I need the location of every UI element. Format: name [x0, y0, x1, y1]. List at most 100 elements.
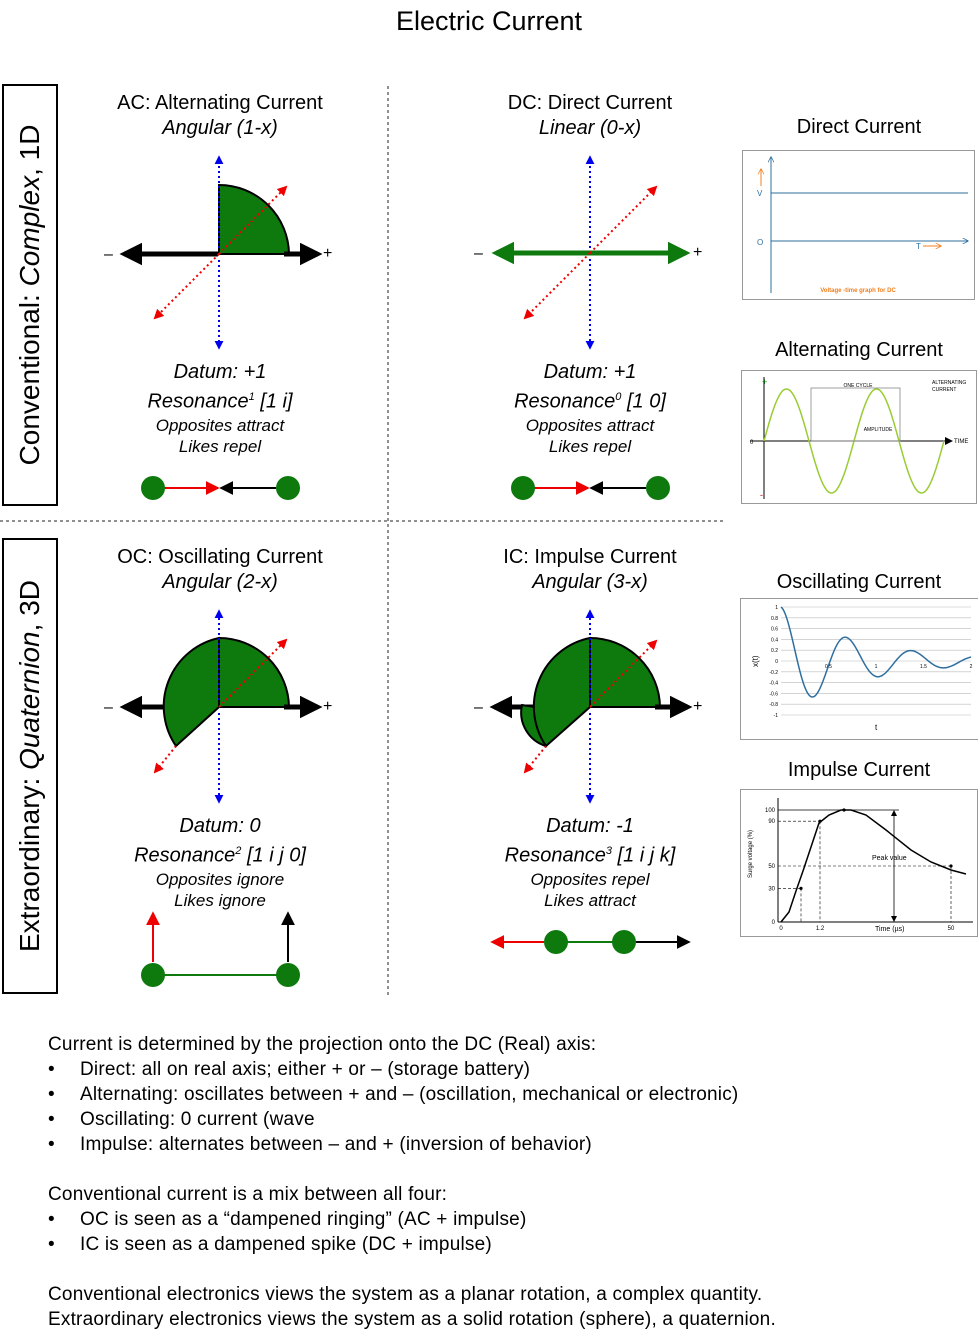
depth-axis	[589, 185, 658, 254]
opposites-text: Opposites ignore	[155, 869, 285, 889]
datum-text: Datum: +1	[173, 361, 267, 383]
imp-xlabel: Time (µs)	[875, 926, 904, 933]
datum-text: Datum: +1	[543, 361, 637, 383]
depth-axis	[153, 253, 220, 320]
minus-label: –	[104, 246, 113, 263]
osc-ytick: 0.8	[771, 616, 778, 622]
opposites-text: Opposites attract	[525, 415, 655, 435]
charge-node	[276, 963, 300, 987]
resonance-exponent: 3	[605, 845, 612, 857]
osc-ytick: 0	[775, 659, 778, 665]
dc-zero-label: O	[757, 238, 763, 247]
osc-ytick: -0.8	[769, 702, 778, 708]
note-paragraph: Current is determined by the projection …	[48, 1034, 597, 1055]
osc-ytick: -0.6	[769, 691, 778, 697]
note-bullet: Alternating: oscillates between + and – …	[48, 1082, 776, 1107]
resonance-vector: [1 i j k]	[611, 844, 676, 867]
ac-diagram: – +	[104, 155, 332, 500]
quadrant-name: IC: Impulse Current	[503, 546, 677, 568]
plus-label: +	[323, 698, 332, 715]
ac-minus: -	[760, 490, 763, 500]
osc-xlabel: t	[875, 723, 878, 732]
resonance-text: Resonance0 [1 0]	[440, 385, 740, 415]
note-bullet: IC is seen as a dampened spike (DC + imp…	[48, 1232, 776, 1257]
impulse-graph: 100 90 50 30 00 1.2 50 Surge voltage (%) Time …	[740, 789, 978, 937]
ac-time: TIME	[954, 439, 968, 445]
side-title-impulse-current: Impulse Current	[787, 759, 931, 781]
impulse-curve	[780, 809, 967, 923]
osc-xtick: 1	[875, 664, 878, 670]
osc-ylabel: x(t)	[751, 655, 760, 667]
quadrant-info-ic: Datum: -1 Resonance3 [1 i j k] Opposites…	[440, 814, 740, 911]
plus-label: +	[323, 245, 332, 262]
osc-damped-wave	[780, 606, 972, 698]
imp-ytick: 50	[768, 864, 775, 870]
imp-ytick: 100	[765, 808, 776, 814]
plus-label: +	[693, 244, 702, 261]
minus-label: –	[104, 699, 113, 716]
ac-legend: CURRENT	[932, 387, 956, 393]
ac-legend: ALTERNATING	[932, 380, 966, 386]
opposites-text: Opposites repel	[530, 869, 650, 889]
ac-plus: +	[762, 377, 767, 387]
depth-axis	[153, 745, 177, 774]
likes-text: Likes repel	[178, 436, 262, 456]
side-title-oscillating-current: Oscillating Current	[776, 571, 942, 593]
resonance-vector: [1 i j 0]	[241, 844, 306, 867]
imp-xtick: 50	[948, 926, 955, 932]
quadrant-subtitle: Angular (3-x)	[532, 571, 648, 593]
quadrant-info-oc: Datum: 0 Resonance2 [1 i j 0] Opposites …	[70, 814, 370, 911]
resonance-word: Resonance	[514, 390, 616, 413]
oc-diagram: – +	[104, 609, 332, 987]
resonance-vector: [1 i]	[254, 390, 293, 413]
imp-ytick: 90	[768, 819, 775, 825]
charge-node	[646, 476, 670, 500]
dc-caption: Voltage -time graph for DC	[820, 288, 896, 294]
row-label-extraordinary: Extraordinary: Quaternion, 3D	[2, 538, 58, 994]
imp-guides	[778, 808, 953, 922]
side-title-alternating-current: Alternating Current	[775, 339, 943, 361]
ac-zero: 0	[750, 440, 754, 446]
minus-label: –	[474, 699, 483, 716]
ac-amplitude: AMPLITUDE	[864, 427, 893, 433]
charge-node	[141, 476, 165, 500]
page-title: Electric Current	[395, 6, 583, 36]
rotation-wedge	[589, 636, 662, 708]
quadrant-subtitle: Angular (1-x)	[162, 117, 278, 139]
quadrant-subtitle: Linear (0-x)	[538, 117, 642, 139]
resonance-word: Resonance	[134, 844, 236, 867]
charge-node	[544, 930, 568, 954]
resonance-vector: [1 0]	[621, 390, 666, 413]
plus-label: +	[693, 698, 702, 715]
side-title-direct-current: Direct Current	[796, 116, 922, 138]
note-paragraph: Conventional electronics views the syste…	[48, 1284, 763, 1305]
osc-ytick: -1	[774, 713, 779, 719]
imp-xtick: 0	[779, 926, 783, 932]
resonance-word: Resonance	[504, 844, 606, 867]
quadrant-header-ic: IC: Impulse Current Angular (3-x)	[440, 545, 740, 595]
quadrant-header-dc: DC: Direct Current Linear (0-x)	[440, 91, 740, 141]
note-bullet: Impulse: alternates between – and + (inv…	[48, 1132, 776, 1157]
depth-axis	[589, 639, 658, 708]
quadrant-name: OC: Oscillating Current	[117, 546, 323, 568]
oscillating-graph: 10.80.60.40.20-0.2-0.4-0.6-0.8-10.5 1 1.5 2…	[740, 598, 978, 740]
rotation-diagrams: – + – + – +	[104, 155, 702, 987]
imp-ytick: 0	[772, 920, 776, 926]
depth-axis	[523, 252, 591, 320]
ac-one-cycle: ONE CYCLE	[844, 383, 874, 389]
quadrant-header-oc: OC: Oscillating Current Angular (2-x)	[70, 545, 370, 595]
notes: Current is determined by the projection …	[48, 1032, 776, 1332]
depth-axis	[523, 745, 547, 774]
opposites-text: Opposites attract	[155, 415, 285, 435]
note-bullets: Direct: all on real axis; either + or – …	[48, 1057, 776, 1157]
resonance-text: Resonance1 [1 i]	[70, 385, 370, 415]
rotation-wedge	[218, 183, 291, 255]
note-paragraph: Extraordinary electronics views the syst…	[48, 1309, 776, 1330]
likes-text: Likes repel	[548, 436, 632, 456]
imp-ylabel: Surge voltage (%)	[748, 830, 754, 878]
dc-t-label: T	[916, 242, 921, 251]
quadrant-info-ac: Datum: +1 Resonance1 [1 i] Opposites att…	[70, 360, 370, 457]
likes-text: Likes attract	[544, 890, 636, 910]
quadrant-dividers	[0, 86, 724, 995]
rotation-body	[532, 636, 591, 748]
